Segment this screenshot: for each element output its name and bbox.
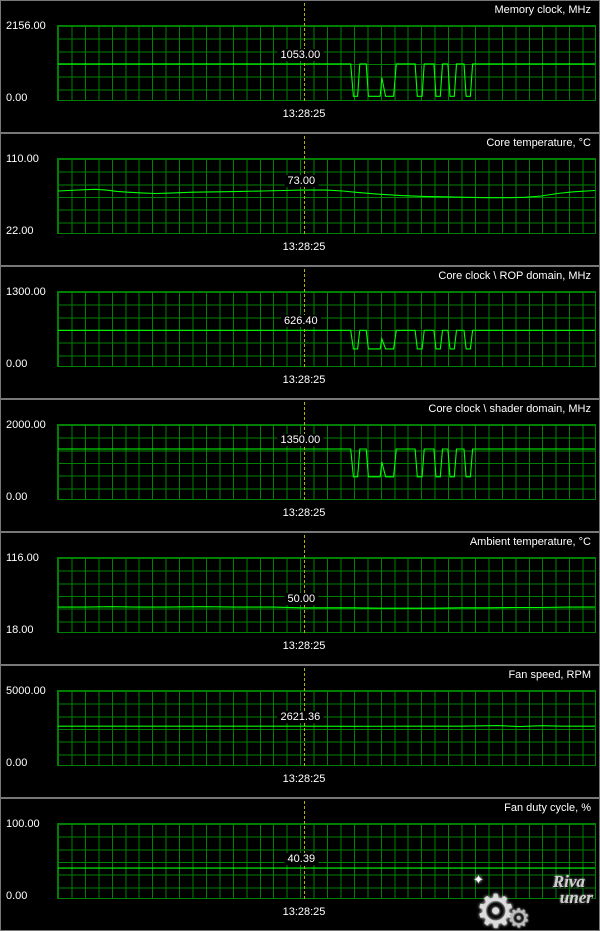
y-axis-max-label: 116.00 [6, 552, 39, 564]
y-axis-min-label: 0.00 [6, 358, 28, 370]
time-cursor-line [304, 801, 305, 899]
current-value-label: 40.39 [284, 853, 319, 866]
y-axis-min-label: 18.00 [6, 624, 34, 636]
y-axis-max-label: 5000.00 [6, 685, 46, 697]
data-line-svg [58, 188, 595, 199]
logo-text-bottom: uner [559, 888, 593, 908]
chart-title: Core temperature, °C [486, 137, 591, 149]
chart-grid [57, 690, 596, 766]
timestamp-label: 13:28:25 [282, 108, 326, 120]
y-axis-min-label: 0.00 [6, 757, 28, 769]
y-axis-max-label: 2000.00 [6, 419, 46, 431]
gear-small-icon: ⚙ [507, 903, 531, 931]
time-cursor-line [304, 402, 305, 500]
rivatuner-logo: ⚙ ⚙ ✦ Riva uner [473, 872, 593, 930]
timestamp-label: 13:28:25 [282, 507, 326, 519]
y-axis-min-label: 0.00 [6, 890, 28, 902]
logo-text-top: Riva [552, 872, 586, 891]
chart-grid [57, 424, 596, 500]
chart-grid [57, 158, 596, 234]
sparkle-icon: ✦ [473, 872, 484, 887]
data-line-svg [58, 63, 595, 97]
timestamp-label: 13:28:25 [282, 374, 326, 386]
chart-title: Core clock \ ROP domain, MHz [438, 270, 591, 282]
y-axis-max-label: 110.00 [6, 153, 39, 165]
chart-title: Memory clock, MHz [494, 4, 591, 16]
chart-grid [57, 557, 596, 633]
chart-title: Fan duty cycle, % [504, 802, 591, 814]
data-line-svg [58, 725, 595, 728]
current-value-label: 73.00 [284, 175, 319, 188]
gear-icon: ⚙ [475, 885, 517, 931]
chart-title: Ambient temperature, °C [469, 536, 591, 548]
data-line-svg [58, 867, 595, 869]
y-axis-min-label: 22.00 [6, 225, 34, 237]
timestamp-label: 13:28:25 [282, 241, 326, 253]
chart-grid [57, 25, 596, 101]
data-line-svg [58, 329, 595, 350]
current-value-label: 50.00 [284, 592, 319, 605]
current-value-label: 1053.00 [277, 48, 324, 61]
timestamp-label: 13:28:25 [282, 773, 326, 785]
current-value-label: 2621.36 [277, 711, 324, 724]
chart-title: Core clock \ shader domain, MHz [428, 403, 591, 415]
timestamp-label: 13:28:25 [282, 640, 326, 652]
chart-grid [57, 823, 596, 899]
chart-panel-memory-clock: Memory clock, MHz 2156.00 0.00 1053.00 1… [0, 0, 600, 133]
y-axis-max-label: 1300.00 [6, 286, 46, 298]
timestamp-label: 13:28:25 [282, 906, 326, 918]
chart-panel-core-clock-shader: Core clock \ shader domain, MHz 2000.00 … [0, 399, 600, 532]
data-line-svg [58, 448, 595, 478]
chart-panel-fan-duty-cycle: Fan duty cycle, % 100.00 0.00 40.39 13:2… [0, 798, 600, 931]
data-line-svg [58, 606, 595, 609]
current-value-label: 1350.00 [277, 434, 324, 447]
chart-title: Fan speed, RPM [508, 669, 591, 681]
chart-panel-core-temperature: Core temperature, °C 110.00 22.00 73.00 … [0, 133, 600, 266]
y-axis-max-label: 100.00 [6, 818, 40, 830]
current-value-label: 626.40 [280, 315, 321, 328]
chart-panel-core-clock-rop: Core clock \ ROP domain, MHz 1300.00 0.0… [0, 266, 600, 399]
chart-grid [57, 291, 596, 367]
y-axis-min-label: 0.00 [6, 92, 28, 104]
rivatuner-logo-text: Riva uner [552, 872, 593, 908]
y-axis-min-label: 0.00 [6, 491, 28, 503]
chart-panel-ambient-temperature: Ambient temperature, °C 116.00 18.00 50.… [0, 532, 600, 665]
chart-panel-fan-speed: Fan speed, RPM 5000.00 0.00 2621.36 13:2… [0, 665, 600, 798]
y-axis-max-label: 2156.00 [6, 20, 46, 32]
time-cursor-line [304, 535, 305, 633]
